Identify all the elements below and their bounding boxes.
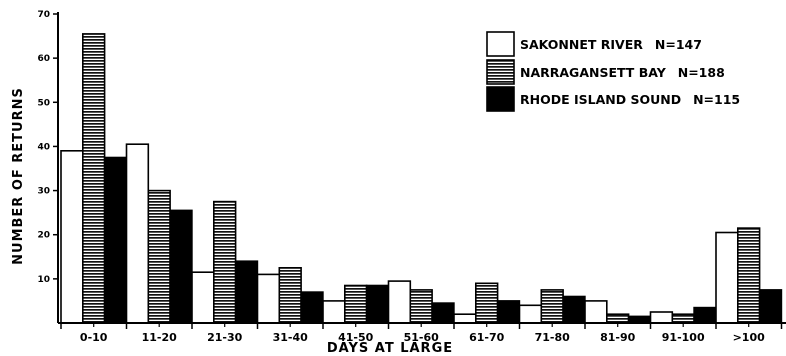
- legend: SAKONNET RIVER N=147 NARRAGANSETT BAY N=188…: [486, 31, 740, 112]
- bar-white-8: [584, 300, 608, 324]
- bar-hatch-3: [278, 266, 302, 324]
- x-tick-label: 0-10: [80, 331, 108, 344]
- bar-black-3: [300, 291, 324, 324]
- legend-series-n: N=147: [655, 37, 702, 52]
- bar-hatch-10: [736, 227, 761, 324]
- bar-hatch-7: [540, 289, 564, 324]
- y-tick-label: 30: [37, 187, 50, 197]
- bar-hatch-4: [343, 284, 368, 324]
- y-tick-label: 60: [37, 54, 50, 64]
- axes-group: [53, 12, 786, 329]
- bar-black-0: [103, 156, 128, 324]
- x-tick-label: 31-40: [273, 331, 309, 344]
- x-tick-label: 51-60: [404, 331, 440, 344]
- bar-white-7: [518, 304, 543, 324]
- bar-hatch-2: [213, 200, 237, 324]
- bar-hatch-5: [409, 289, 433, 324]
- x-tick-label: 41-50: [338, 331, 374, 344]
- legend-series-name: RHODE ISLAND SOUND: [520, 92, 681, 107]
- ticks-group: 0-10 11-20 21-30 31-40 41-50 51-60 61-70 71-80 8…: [37, 10, 765, 344]
- y-tick-label: 40: [37, 142, 50, 152]
- bar-black-9: [693, 306, 717, 324]
- legend-series-n: N=115: [693, 92, 740, 107]
- bar-white-2: [191, 271, 215, 324]
- y-tick-label: 70: [37, 10, 50, 20]
- bars-group: [60, 33, 783, 324]
- bar-hatch-0: [82, 33, 106, 324]
- bar-hatch-9: [671, 313, 695, 324]
- x-tick-label: 21-30: [207, 331, 243, 344]
- y-tick-label: 20: [37, 231, 50, 241]
- y-tick-label: 50: [37, 98, 50, 108]
- y-axis-title: NUMBER OF RETURNS: [11, 87, 26, 265]
- bar-black-10: [758, 289, 783, 324]
- x-tick-label: 71-80: [535, 331, 571, 344]
- x-tick-label: 81-90: [600, 331, 636, 344]
- bar-black-5: [431, 302, 455, 324]
- legend-series-name: SAKONNET RIVER: [520, 37, 643, 52]
- x-axis-title: DAYS AT LARGE: [327, 341, 453, 356]
- bar-white-10: [715, 231, 739, 324]
- bar-black-1: [169, 209, 193, 324]
- legend-swatch-hatch: [486, 59, 515, 85]
- bar-hatch-8: [605, 313, 630, 324]
- x-tick-label: >100: [733, 331, 766, 344]
- legend-series-n: N=188: [678, 65, 725, 80]
- y-tick-label: 10: [37, 275, 50, 285]
- bar-white-1: [125, 143, 150, 324]
- bar-white-4: [322, 300, 346, 324]
- legend-swatch-black: [486, 86, 515, 112]
- bar-black-7: [562, 295, 586, 324]
- x-tick-label: 91-100: [662, 331, 705, 344]
- x-tick-label: 61-70: [469, 331, 505, 344]
- bar-white-0: [60, 150, 84, 324]
- legend-series-name: NARRAGANSETT BAY: [520, 65, 667, 80]
- bar-white-5: [387, 280, 412, 324]
- bar-black-2: [234, 260, 259, 324]
- bar-white-6: [453, 313, 477, 324]
- bar-black-4: [365, 284, 390, 324]
- bar-hatch-1: [147, 189, 171, 324]
- bar-black-6: [496, 300, 521, 324]
- bar-white-3: [256, 273, 281, 324]
- bar-hatch-6: [474, 282, 499, 324]
- bar-white-9: [649, 311, 674, 324]
- legend-swatch-white: [486, 31, 515, 57]
- x-tick-label: 11-20: [142, 331, 178, 344]
